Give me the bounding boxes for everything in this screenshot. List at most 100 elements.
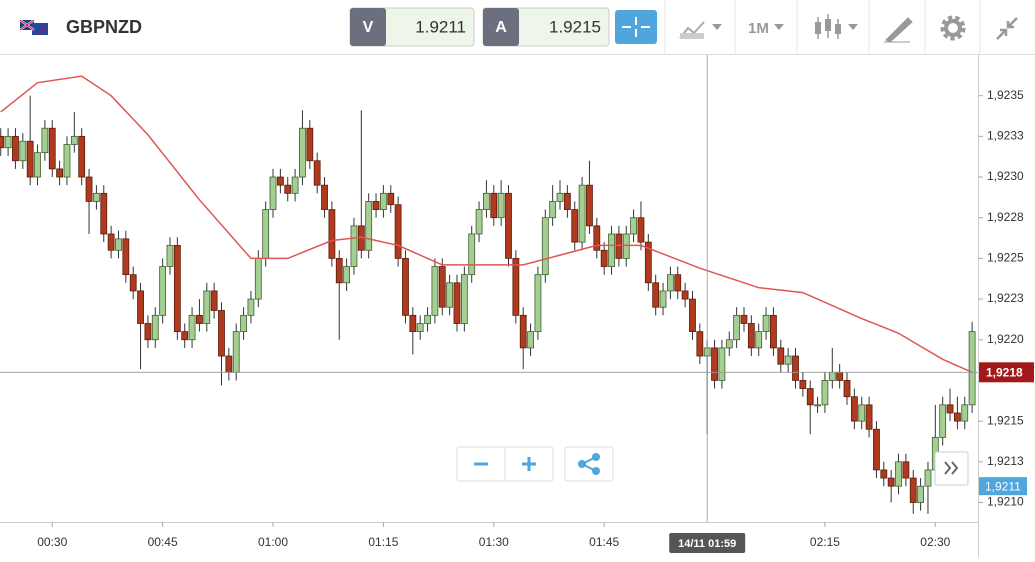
y-tick-label: 1,9225 [987,251,1024,265]
candle-body [836,371,844,381]
x-tick-label: 01:00 [258,535,288,549]
settings-button[interactable] [940,15,966,41]
candle-body [372,201,380,210]
candle-body [122,238,130,276]
draw-button[interactable] [884,17,913,43]
crosshair-button[interactable] [615,10,657,44]
candle-body [696,331,704,357]
candle-body [586,184,593,227]
candle-body [247,298,255,316]
candle-body [129,274,137,292]
candle-body [644,241,652,284]
current-price-label: 1,9218 [986,365,1023,379]
candle-body [961,404,969,422]
moving-average [0,75,973,373]
candle-type-button[interactable] [815,14,858,39]
y-tick-label: 1,9235 [987,88,1024,102]
candle-body [527,331,534,349]
x-tick-label: 01:15 [368,535,398,549]
candle-body [291,176,299,194]
candle-body [321,184,328,210]
candle-body [0,135,5,149]
candle-body [711,347,718,381]
toolbar: GBPNZD V 1.9211 A 1.9215 1M [0,0,1035,55]
scroll-right-button[interactable] [934,451,969,486]
x-tick-label: 02:15 [810,535,840,549]
candle-body [254,257,262,300]
candle-body [365,201,373,251]
candle-body [519,314,527,349]
crosshair-box [669,533,746,553]
bid-marker-label: 1,9211 [985,479,1021,493]
candle-body [887,477,895,487]
candle-body [924,469,932,487]
candle-body [438,266,446,308]
candle-body [181,331,189,341]
candle-body [490,192,498,219]
zoom-controls [456,446,969,486]
share-button[interactable] [564,446,614,482]
candle-body [328,209,336,259]
x-tick-label: 01:30 [479,535,509,549]
candle-body [784,355,792,365]
candle-body [593,225,601,251]
y-tick-label: 1,9215 [987,413,1024,427]
candle-body [137,290,144,324]
bid-marker-box [979,477,1027,496]
x-tick-label: 00:30 [37,535,67,549]
candle-body [828,371,836,381]
candle-body [218,310,225,357]
candle-body [159,266,167,316]
candle-body [718,347,726,381]
candle-body [107,233,115,251]
y-tick-label: 1,9230 [987,169,1024,183]
candle-body [630,217,638,235]
candle-body [873,428,880,471]
x-tick-label: 01:45 [589,535,619,549]
sell-label: V [363,19,374,36]
crosshair-label: 14/11 01:59 [678,538,736,550]
candle-body [563,192,571,210]
candle-body [858,404,866,422]
candle-body [880,469,888,479]
candle-body [34,152,41,178]
y-tick-label: 1,9223 [987,291,1024,305]
timeframe-button[interactable]: 1M [748,20,784,37]
candle-body [917,485,925,503]
candle-body [41,127,49,154]
candle-body [725,339,733,349]
chart-type-button[interactable] [679,21,722,39]
candle-body [453,282,461,324]
x-tick-label: 02:30 [920,535,950,549]
x-tick-label: 00:45 [148,535,178,549]
buy-price: 1.9215 [549,17,601,36]
candle-body [232,331,240,373]
candle-body [850,396,858,422]
candle-body [56,168,64,178]
candle-body [939,404,947,438]
candle-body [173,244,181,333]
candle-body [814,404,821,407]
buy-label-bg [483,8,519,46]
candle-body [806,388,814,406]
candle-body [151,314,159,341]
candle-body [637,217,645,243]
candle-body [379,192,387,210]
timeframe: 1M [748,20,769,37]
candle-body [48,127,56,170]
candle-body [335,257,343,284]
collapse-button[interactable] [996,17,1018,40]
candle-body [468,233,476,276]
y-tick-label: 1,9228 [987,210,1024,224]
candle-body [666,274,674,292]
candle-body [821,380,829,406]
candle-body [269,176,277,210]
candle-body [240,314,247,333]
candle-body [100,192,108,235]
candle-body [225,355,233,373]
y-tick-label: 1,9210 [987,495,1024,509]
zoom-in-button[interactable] [522,457,536,471]
candle-body [144,323,152,341]
candle-body [541,217,549,276]
